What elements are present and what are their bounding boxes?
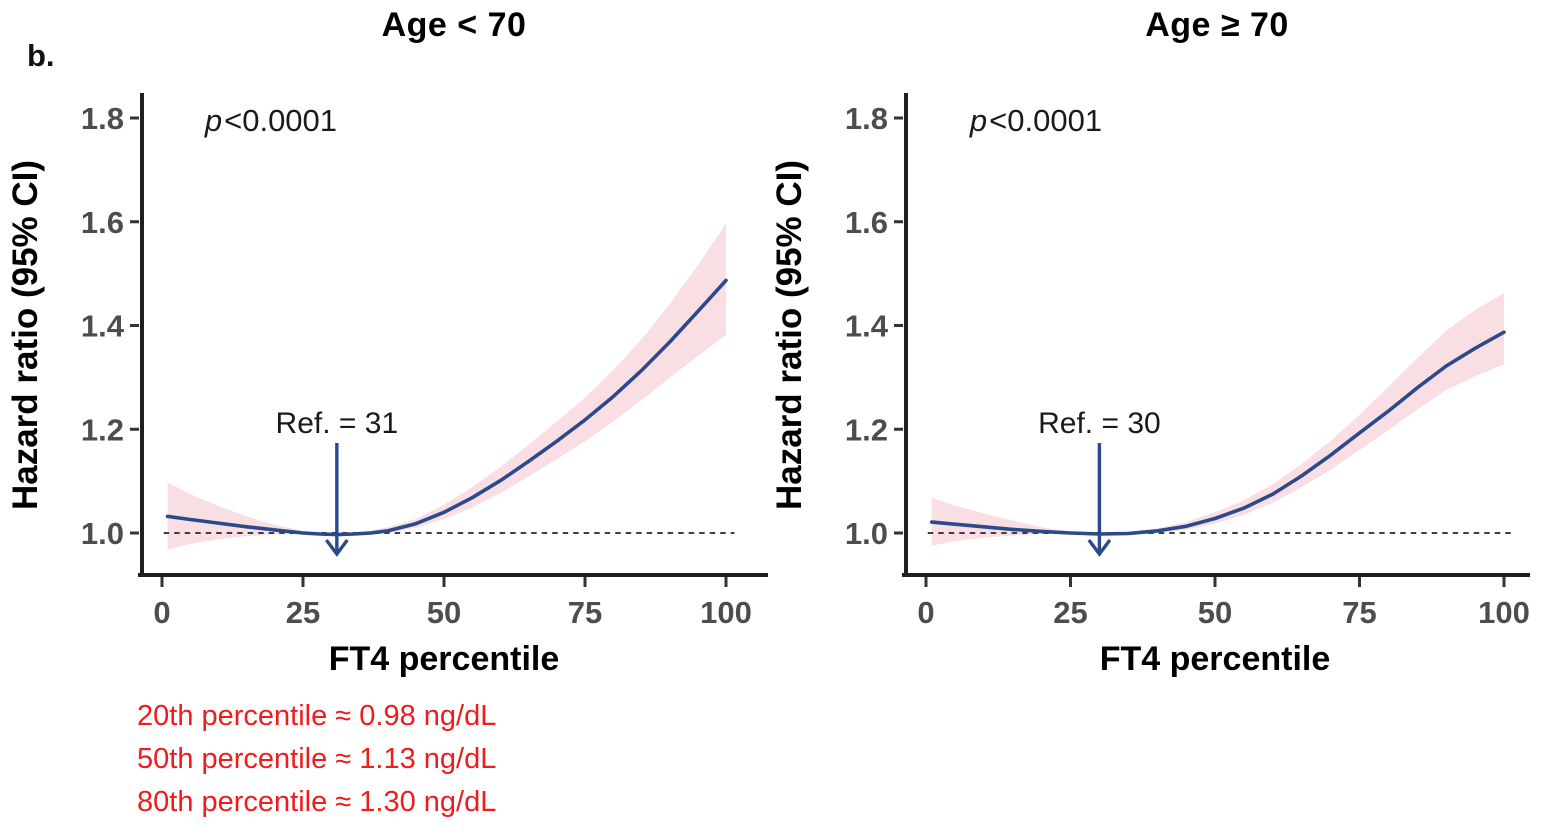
x-tick-label: 75 xyxy=(1342,595,1376,630)
x-tick-label: 75 xyxy=(568,595,602,630)
reference-arrowhead-icon xyxy=(1087,538,1112,557)
x-tick-label: 50 xyxy=(1198,595,1232,630)
hazard-ratio-curve-age-lt-70 xyxy=(165,278,728,537)
y-tick-label: 1.2 xyxy=(845,412,888,447)
panel-title-age-ge-70: Age ≥ 70 xyxy=(1145,6,1289,44)
y-tick-label: 1.0 xyxy=(81,516,124,551)
footnote-line-20th: 20th percentile ≈ 0.98 ng/dL xyxy=(137,700,497,732)
reference-label: Ref. = 31 xyxy=(276,407,399,440)
y-tick-label: 1.8 xyxy=(81,101,124,136)
x-tick-label: 100 xyxy=(1478,595,1530,630)
figure-subpanel-label: b. xyxy=(27,38,55,73)
x-tick-label: 0 xyxy=(153,595,170,630)
x-axis-title: FT4 percentile xyxy=(1100,640,1331,678)
x-tick-label: 0 xyxy=(917,595,934,630)
p-value-label: p<0.0001 xyxy=(969,103,1102,138)
x-tick-label: 50 xyxy=(427,595,461,630)
plot-age-ge-70: 1.0 1.2 1.4 1.6 1.8 0 25 50 75 100 Hazard ratio (9… xyxy=(770,93,1530,678)
x-axis-title: FT4 percentile xyxy=(329,640,560,678)
y-tick-label: 1.4 xyxy=(845,309,889,344)
plot-age-lt-70: 1.0 1.2 1.4 1.6 1.8 0 25 50 75 100 Hazard ratio (9… xyxy=(6,93,768,678)
ci-band-age-lt-70 xyxy=(167,223,727,550)
p-value-label: p<0.0001 xyxy=(204,103,337,138)
y-tick-label: 1.6 xyxy=(81,205,124,240)
reference-arrowhead-icon xyxy=(324,538,349,557)
percentile-footnote: 20th percentile ≈ 0.98 ng/dL 50th percen… xyxy=(137,695,496,824)
x-tick-label: 100 xyxy=(700,595,752,630)
x-tick-label: 25 xyxy=(286,595,320,630)
y-tick-label: 1.6 xyxy=(845,205,888,240)
y-axis-title: Hazard ratio (95% CI) xyxy=(6,160,45,510)
y-tick-label: 1.2 xyxy=(81,412,124,447)
x-tick-label: 25 xyxy=(1053,595,1087,630)
footnote-line-50th: 50th percentile ≈ 1.13 ng/dL xyxy=(137,743,497,775)
footnote-line-80th: 80th percentile ≈ 1.30 ng/dL xyxy=(137,786,497,818)
reference-label: Ref. = 30 xyxy=(1038,407,1161,440)
y-axis-title: Hazard ratio (95% CI) xyxy=(770,160,809,510)
panel-title-age-lt-70: Age < 70 xyxy=(381,6,527,44)
hazard-ratio-curve-age-ge-70 xyxy=(929,330,1506,536)
y-tick-label: 1.0 xyxy=(845,516,888,551)
y-tick-label: 1.4 xyxy=(81,309,125,344)
ci-band-age-ge-70 xyxy=(931,293,1504,546)
y-tick-label: 1.8 xyxy=(845,101,888,136)
